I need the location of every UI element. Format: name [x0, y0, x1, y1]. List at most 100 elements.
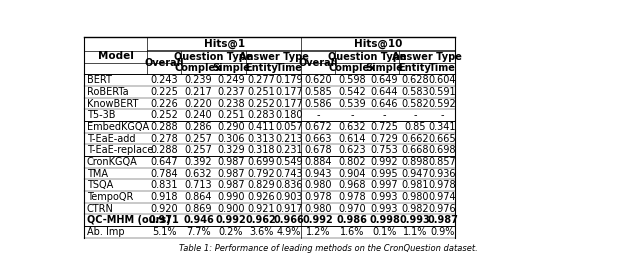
Text: 0.277: 0.277 [247, 75, 275, 85]
Text: Table 1: Performance of leading methods on the CronQuestion dataset.: Table 1: Performance of leading methods … [179, 244, 477, 253]
Text: Overall: Overall [298, 58, 338, 68]
Text: Time: Time [275, 64, 302, 73]
Text: 0.549: 0.549 [275, 157, 303, 167]
Text: TempoQR: TempoQR [87, 192, 133, 202]
Text: 0.946: 0.946 [183, 215, 214, 225]
Text: -: - [383, 110, 387, 120]
Text: Complex: Complex [328, 64, 376, 73]
Text: 3.6%: 3.6% [249, 227, 273, 237]
Text: 0.987: 0.987 [217, 169, 244, 178]
Text: T5-3B: T5-3B [87, 110, 115, 120]
Text: 0.864: 0.864 [185, 192, 212, 202]
Text: 0.904: 0.904 [339, 169, 366, 178]
Text: 0.392: 0.392 [185, 157, 212, 167]
Text: 0.947: 0.947 [401, 169, 429, 178]
Text: Hits@10: Hits@10 [354, 39, 403, 49]
Text: 0.943: 0.943 [305, 169, 332, 178]
Text: 0.974: 0.974 [429, 192, 456, 202]
Text: 0.900: 0.900 [217, 203, 244, 214]
Text: Simple: Simple [365, 64, 403, 73]
Text: Answer Type: Answer Type [392, 52, 462, 62]
Text: 0.713: 0.713 [185, 180, 212, 190]
Text: 0.252: 0.252 [150, 110, 179, 120]
Text: 0.993: 0.993 [371, 203, 398, 214]
Text: 0.672: 0.672 [304, 122, 332, 132]
Text: 0.980: 0.980 [401, 192, 429, 202]
Text: 0.251: 0.251 [217, 110, 244, 120]
Text: 0.220: 0.220 [185, 98, 212, 109]
Text: 0.539: 0.539 [339, 98, 366, 109]
Text: 0.987: 0.987 [217, 157, 244, 167]
Text: 0.980: 0.980 [305, 203, 332, 214]
Text: 0.668: 0.668 [401, 145, 429, 155]
Text: 0.978: 0.978 [339, 192, 366, 202]
Text: Entity: Entity [399, 64, 431, 73]
Text: 0.936: 0.936 [429, 169, 456, 178]
Text: Ab. Imp: Ab. Imp [87, 227, 125, 237]
Text: 0.252: 0.252 [247, 98, 275, 109]
Text: 7.7%: 7.7% [186, 227, 211, 237]
Text: 0.993: 0.993 [371, 192, 398, 202]
Text: Time: Time [429, 64, 456, 73]
Text: 0.699: 0.699 [247, 157, 275, 167]
Text: Answer Type: Answer Type [239, 52, 308, 62]
Text: 0.993: 0.993 [399, 215, 430, 225]
Text: 0.743: 0.743 [275, 169, 303, 178]
Text: 0.753: 0.753 [371, 145, 399, 155]
Text: 0.920: 0.920 [150, 203, 178, 214]
Text: 0.582: 0.582 [401, 98, 429, 109]
Text: 0.836: 0.836 [275, 180, 303, 190]
Text: 0.632: 0.632 [185, 169, 212, 178]
Text: 0.614: 0.614 [339, 134, 366, 144]
Text: 0.2%: 0.2% [218, 227, 243, 237]
Text: 0.620: 0.620 [304, 75, 332, 85]
Text: 0.239: 0.239 [185, 75, 212, 85]
Text: 0.992: 0.992 [371, 157, 398, 167]
Text: 0.662: 0.662 [401, 134, 429, 144]
Text: 0.286: 0.286 [185, 122, 212, 132]
Text: 0.918: 0.918 [150, 192, 178, 202]
Text: 0.85: 0.85 [404, 122, 426, 132]
Text: 0.231: 0.231 [275, 145, 303, 155]
Text: 0.623: 0.623 [339, 145, 366, 155]
Text: 0.884: 0.884 [305, 157, 332, 167]
Text: 0.903: 0.903 [275, 192, 303, 202]
Text: Model: Model [98, 51, 134, 61]
Text: 0.585: 0.585 [304, 87, 332, 97]
Text: CTRN: CTRN [87, 203, 114, 214]
Text: 0.978: 0.978 [429, 180, 456, 190]
Text: 1.2%: 1.2% [306, 227, 330, 237]
Text: 0.968: 0.968 [339, 180, 366, 190]
Text: 0.586: 0.586 [304, 98, 332, 109]
Text: 0.306: 0.306 [217, 134, 244, 144]
Text: 0.802: 0.802 [339, 157, 366, 167]
Text: 0.784: 0.784 [150, 169, 178, 178]
Text: 0.644: 0.644 [371, 87, 398, 97]
Text: 0.257: 0.257 [184, 145, 212, 155]
Text: 4.9%: 4.9% [276, 227, 301, 237]
Text: -: - [413, 110, 417, 120]
Text: 0.990: 0.990 [217, 192, 244, 202]
Text: 0.995: 0.995 [371, 169, 398, 178]
Text: 0.604: 0.604 [429, 75, 456, 85]
Text: 0.646: 0.646 [371, 98, 398, 109]
Text: 0.869: 0.869 [185, 203, 212, 214]
Text: 0.962: 0.962 [246, 215, 276, 225]
Text: 0.628: 0.628 [401, 75, 429, 85]
Text: 0.9%: 0.9% [430, 227, 455, 237]
Text: 0.179: 0.179 [275, 75, 303, 85]
Text: Hits@1: Hits@1 [204, 39, 245, 49]
Text: 0.997: 0.997 [371, 180, 398, 190]
Text: 0.971: 0.971 [149, 215, 180, 225]
Text: Overall: Overall [145, 58, 184, 68]
Text: Complex: Complex [175, 64, 222, 73]
Text: 0.678: 0.678 [304, 145, 332, 155]
Text: BERT: BERT [87, 75, 112, 85]
Text: 0.329: 0.329 [217, 145, 244, 155]
Text: 0.249: 0.249 [217, 75, 244, 85]
Text: 0.177: 0.177 [275, 98, 303, 109]
Text: 0.225: 0.225 [150, 87, 179, 97]
Text: 0.240: 0.240 [185, 110, 212, 120]
Text: 0.792: 0.792 [247, 169, 275, 178]
Text: -: - [351, 110, 354, 120]
